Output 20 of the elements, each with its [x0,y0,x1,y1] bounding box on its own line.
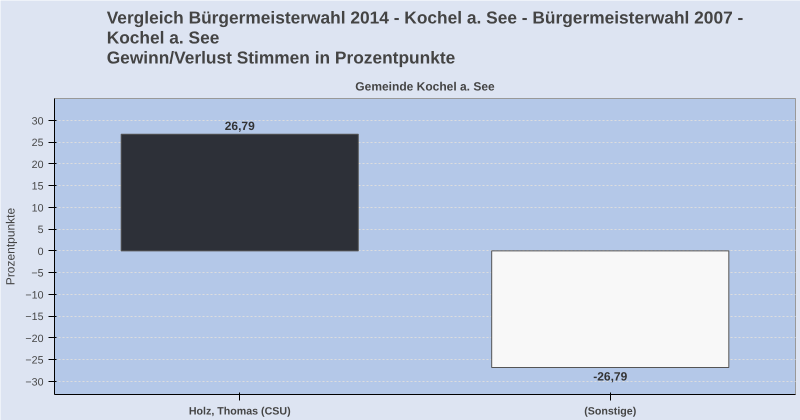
data-label: -26,79 [593,369,628,384]
y-tick-label: 15 [32,180,44,193]
chart-subtitle: Gemeinde Kochel a. See [355,80,496,94]
y-axis-title: Prozentpunkte [3,207,18,286]
data-label: 26,79 [224,119,256,134]
y-tick-label: 20 [32,158,44,171]
y-tick-label: −25 [25,354,44,367]
chart-title: Vergleich Bürgermeisterwahl 2014 - Kochel a. See - Bürgermeisterwahl 2007 - Kochel a. See Gewinn/Verlust Stimmen in Prozentpunkte [106,8,744,68]
y-tick-label: −30 [25,376,44,388]
y-tick-label: −15 [25,311,44,324]
y-tick-label: −20 [25,332,44,345]
y-tick-label: 10 [32,202,44,214]
y-tick-label: 5 [38,224,44,236]
y-tick-label: 0 [38,246,44,258]
y-tick-label: 25 [32,137,44,150]
y-tick-label: −5 [31,268,44,280]
x-tick-label: Holz, Thomas (CSU) [188,406,292,418]
y-tick-label: −10 [25,289,44,302]
x-tick-label: (Sonstige) [584,406,637,418]
y-tick-label: 30 [32,115,44,128]
